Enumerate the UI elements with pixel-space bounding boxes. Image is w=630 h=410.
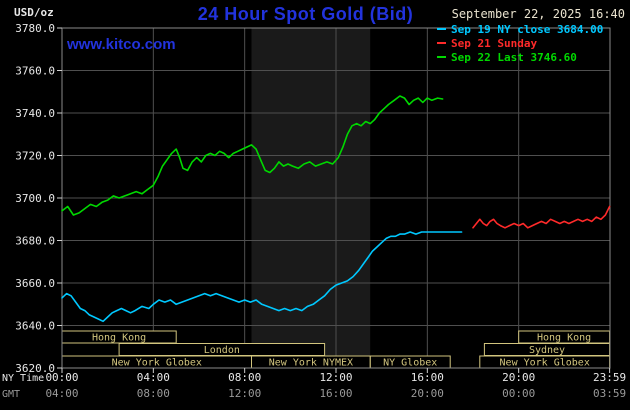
x-tick-label-ny: 00:00 xyxy=(45,371,78,384)
legend-item: Sep 19 NY close 3684.00 xyxy=(437,23,603,37)
series-sep22 xyxy=(61,95,444,216)
legend-label: Sep 22 Last 3746.60 xyxy=(451,51,577,64)
x-tick-label-ny: 20:00 xyxy=(502,371,535,384)
y-tick-label: 3760.0 xyxy=(15,65,55,78)
session-label: Hong Kong xyxy=(92,333,146,344)
x-tick-label-gmt: 16:00 xyxy=(319,387,352,400)
session-label: New York NYMEX xyxy=(269,358,353,369)
legend-marker xyxy=(437,56,446,58)
session-label: Sydney xyxy=(529,345,565,356)
x-tick-label-ny: 16:00 xyxy=(411,371,444,384)
y-tick-label: 3660.0 xyxy=(15,277,55,290)
y-tick-label: 3700.0 xyxy=(15,192,55,205)
legend-marker xyxy=(437,28,446,30)
x-tick-label-ny: 08:00 xyxy=(228,371,261,384)
session-label: Hong Kong xyxy=(537,333,591,344)
legend-item: Sep 22 Last 3746.60 xyxy=(437,51,603,65)
series-sep19 xyxy=(61,231,463,323)
units-label: USD/oz xyxy=(14,6,54,19)
legend: Sep 19 NY close 3684.00 Sep 21 Sunday Sep … xyxy=(437,23,603,65)
x-tick-label-gmt: 08:00 xyxy=(137,387,170,400)
x-tick-label-gmt: 04:00 xyxy=(45,387,78,400)
legend-marker xyxy=(437,42,446,44)
session-label: New York Globex xyxy=(112,358,202,369)
x-tick-label-ny: 12:00 xyxy=(319,371,352,384)
x-tick-label-ny: 23:59 xyxy=(593,371,626,384)
session-label: New York Globex xyxy=(500,358,590,369)
x-tick-label-gmt: 03:59 xyxy=(593,387,626,400)
y-tick-label: 3640.0 xyxy=(15,320,55,333)
x-tick-label-gmt: 00:00 xyxy=(502,387,535,400)
session-label: NY Globex xyxy=(383,358,437,369)
page-title: 24 Hour Spot Gold (Bid) xyxy=(197,4,414,24)
x-tick-label-ny: 04:00 xyxy=(137,371,170,384)
y-tick-label: 3740.0 xyxy=(15,107,55,120)
datetime-label: September 22, 2025 16:40 xyxy=(451,7,625,21)
x-tick-label-gmt: 20:00 xyxy=(411,387,444,400)
legend-label: Sep 21 Sunday xyxy=(451,37,538,50)
y-tick-label: 3620.0 xyxy=(15,362,55,375)
legend-label: Sep 19 NY close 3684.00 xyxy=(451,23,604,36)
session-label: London xyxy=(204,345,240,356)
y-tick-label: 3680.0 xyxy=(15,235,55,248)
ny-time-axis-label: NY Time xyxy=(2,373,44,384)
series-sep21 xyxy=(472,205,611,229)
legend-item: Sep 21 Sunday xyxy=(437,37,603,51)
y-tick-label: 3780.0 xyxy=(15,22,55,35)
x-tick-label-gmt: 12:00 xyxy=(228,387,261,400)
y-tick-label: 3720.0 xyxy=(15,150,55,163)
kitco-link[interactable]: www.kitco.com xyxy=(67,36,176,53)
gmt-axis-label: GMT xyxy=(2,389,20,400)
